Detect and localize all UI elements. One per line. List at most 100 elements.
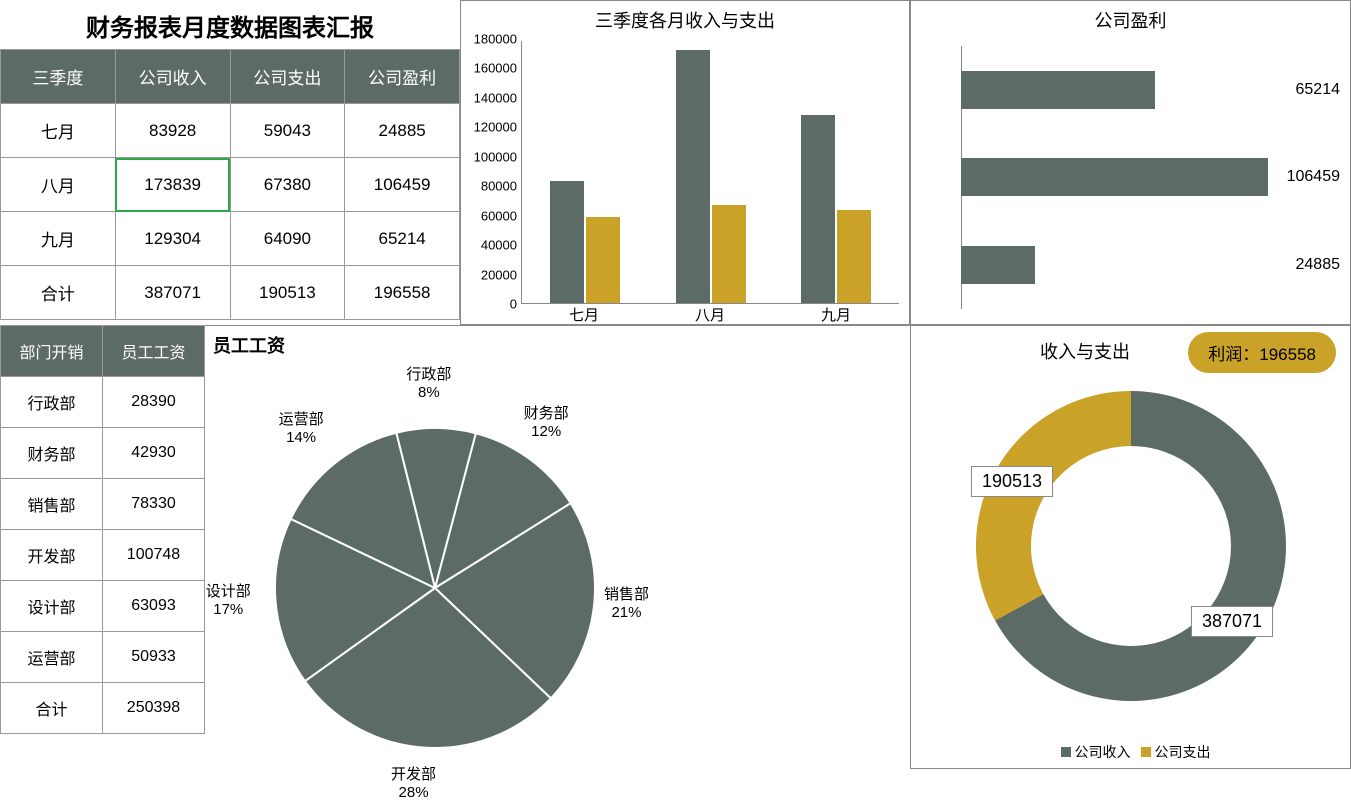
- donut-label-expense: 190513: [971, 466, 1053, 497]
- table-cell[interactable]: 67380: [230, 158, 345, 212]
- x-tick-label: 九月: [773, 304, 899, 324]
- table-cell[interactable]: 合计: [1, 266, 116, 320]
- dept-table: 部门开销员工工资 行政部28390财务部42930销售部78330开发部1007…: [0, 325, 205, 734]
- table-cell[interactable]: 财务部: [1, 428, 103, 479]
- bar-group: [522, 41, 648, 303]
- donut-chart: [911, 356, 1351, 756]
- table-cell[interactable]: 64090: [230, 212, 345, 266]
- table-cell[interactable]: 106459: [345, 158, 460, 212]
- quarter-table-panel: 财务报表月度数据图表汇报 三季度公司收入公司支出公司盈利 七月839285904…: [0, 0, 460, 325]
- grouped-bar-title: 三季度各月收入与支出: [461, 1, 909, 37]
- hbar-fill: [961, 246, 1035, 284]
- table-cell[interactable]: 28390: [103, 377, 205, 428]
- bar-group: [648, 41, 774, 303]
- table-cell[interactable]: 59043: [230, 104, 345, 158]
- y-tick-label: 0: [510, 297, 517, 312]
- bar: [712, 205, 746, 303]
- dept-table-header: 部门开销: [1, 326, 103, 377]
- quarter-table: 三季度公司收入公司支出公司盈利 七月839285904324885八月17383…: [0, 49, 460, 320]
- x-tick-label: 八月: [647, 304, 773, 324]
- profit-badge: 利润：196558: [1188, 332, 1336, 373]
- table-cell[interactable]: 173839: [115, 158, 230, 212]
- quarter-table-header: 公司支出: [230, 50, 345, 104]
- hbar-value-label: 65214: [1296, 81, 1341, 99]
- table-row: 七月839285904324885: [1, 104, 460, 158]
- table-cell[interactable]: 42930: [103, 428, 205, 479]
- table-row: 开发部100748: [1, 530, 205, 581]
- y-tick-label: 20000: [481, 267, 517, 282]
- table-row: 运营部50933: [1, 632, 205, 683]
- table-cell[interactable]: 129304: [115, 212, 230, 266]
- y-tick-label: 140000: [474, 90, 517, 105]
- table-cell[interactable]: 九月: [1, 212, 116, 266]
- pie-slice-label: 财务部12%: [524, 405, 569, 441]
- profit-badge-prefix: 利润：: [1208, 345, 1259, 364]
- y-tick-label: 160000: [474, 61, 517, 76]
- table-cell[interactable]: 83928: [115, 104, 230, 158]
- y-tick-label: 180000: [474, 32, 517, 47]
- grouped-bar-area: [521, 41, 899, 304]
- pie-slice-label: 销售部21%: [604, 586, 649, 622]
- donut-panel: 收入与支出 利润：196558 387071 190513 公司收入公司支出: [910, 325, 1351, 769]
- pie-slice-label: 行政部8%: [406, 366, 451, 402]
- table-cell[interactable]: 65214: [345, 212, 460, 266]
- y-tick-label: 120000: [474, 120, 517, 135]
- quarter-table-header: 公司收入: [115, 50, 230, 104]
- bar-group: [773, 41, 899, 303]
- table-cell[interactable]: 运营部: [1, 632, 103, 683]
- hbar-value-label: 106459: [1287, 168, 1340, 186]
- table-cell[interactable]: 八月: [1, 158, 116, 212]
- table-cell[interactable]: 63093: [103, 581, 205, 632]
- bottom-left-panel: 部门开销员工工资 行政部28390财务部42930销售部78330开发部1007…: [0, 325, 910, 769]
- hbar-row: 七月24885: [961, 240, 1340, 290]
- bar: [550, 181, 584, 303]
- hbar-value-label: 24885: [1296, 256, 1341, 274]
- table-cell[interactable]: 190513: [230, 266, 345, 320]
- pie-slice-label: 运营部14%: [279, 411, 324, 447]
- donut-arc: [976, 391, 1131, 621]
- legend-swatch: [1141, 747, 1151, 757]
- legend-swatch: [1061, 747, 1071, 757]
- bar: [801, 115, 835, 303]
- table-cell[interactable]: 100748: [103, 530, 205, 581]
- table-row: 八月17383967380106459: [1, 158, 460, 212]
- pie-title: 员工工资: [205, 326, 910, 358]
- profit-hbar-panel: 公司盈利 九月65214八月106459七月24885: [910, 0, 1351, 325]
- table-row: 财务部42930: [1, 428, 205, 479]
- table-row: 合计250398: [1, 683, 205, 734]
- table-row: 销售部78330: [1, 479, 205, 530]
- table-row: 九月1293046409065214: [1, 212, 460, 266]
- y-tick-label: 100000: [474, 149, 517, 164]
- pie-slice-label: 设计部17%: [206, 583, 251, 619]
- legend-label: 公司支出: [1155, 744, 1211, 760]
- dept-table-wrap: 部门开销员工工资 行政部28390财务部42930销售部78330开发部1007…: [0, 325, 205, 769]
- table-cell[interactable]: 78330: [103, 479, 205, 530]
- table-cell[interactable]: 合计: [1, 683, 103, 734]
- table-cell[interactable]: 七月: [1, 104, 116, 158]
- table-cell[interactable]: 250398: [103, 683, 205, 734]
- dept-table-header: 员工工资: [103, 326, 205, 377]
- table-cell[interactable]: 行政部: [1, 377, 103, 428]
- table-cell[interactable]: 196558: [345, 266, 460, 320]
- table-row: 行政部28390: [1, 377, 205, 428]
- page-title: 财务报表月度数据图表汇报: [0, 0, 460, 49]
- bar: [837, 210, 871, 303]
- pie-slice-label: 开发部28%: [391, 766, 436, 802]
- table-cell[interactable]: 开发部: [1, 530, 103, 581]
- table-cell[interactable]: 387071: [115, 266, 230, 320]
- profit-hbar-area: 九月65214八月106459七月24885: [961, 46, 1340, 309]
- bar: [586, 217, 620, 303]
- grouped-bar-xlabels: 七月八月九月: [521, 304, 899, 324]
- table-row: 设计部63093: [1, 581, 205, 632]
- table-cell[interactable]: 设计部: [1, 581, 103, 632]
- donut-title: 收入与支出: [911, 338, 1130, 364]
- quarter-table-header: 三季度: [1, 50, 116, 104]
- x-tick-label: 七月: [521, 304, 647, 324]
- table-cell[interactable]: 24885: [345, 104, 460, 158]
- table-cell[interactable]: 50933: [103, 632, 205, 683]
- hbar-fill: [961, 71, 1155, 109]
- bar: [676, 50, 710, 303]
- grouped-bar-yaxis: 0200004000060000800001000001200001400001…: [461, 41, 521, 304]
- table-cell[interactable]: 销售部: [1, 479, 103, 530]
- profit-badge-value: 196558: [1259, 345, 1316, 364]
